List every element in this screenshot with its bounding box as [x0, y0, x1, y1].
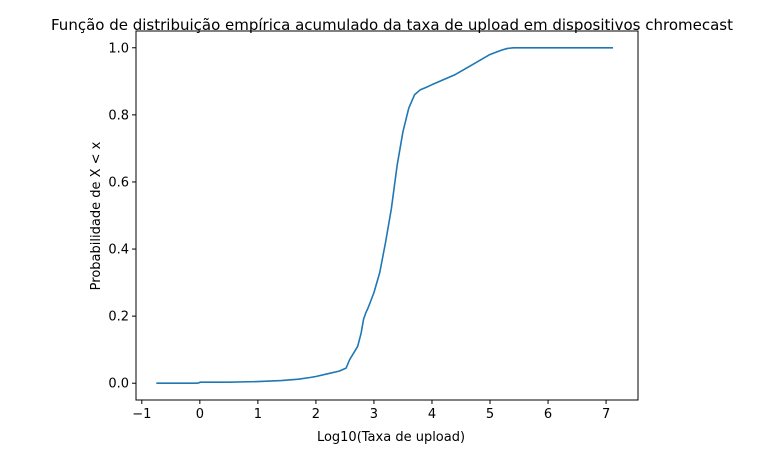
x-tick-label: 0 [196, 407, 204, 422]
y-tick-label: 0.0 [108, 377, 129, 392]
x-tick-label: 4 [428, 407, 436, 422]
y-tick-label: 0.8 [108, 108, 129, 123]
x-tick-label: −1 [132, 407, 151, 422]
x-tick-label: 6 [544, 407, 552, 422]
x-tick-label: 1 [254, 407, 262, 422]
plot-frame [135, 30, 639, 401]
y-tick-label: 0.4 [108, 243, 129, 258]
y-tick-label: 0.6 [108, 175, 129, 190]
x-axis-label: Log10(Taxa de upload) [317, 430, 465, 445]
y-tick-label: 0.2 [108, 310, 129, 325]
x-tick-label: 7 [602, 407, 610, 422]
y-axis-label: Probabilidade de X < x [89, 141, 104, 290]
x-tick-label: 3 [370, 407, 378, 422]
series-line-0 [156, 46, 614, 385]
y-tick-label: 1.0 [108, 41, 129, 56]
chart-title: Função de distribuição empírica acumulad… [51, 16, 733, 34]
x-tick-label: 2 [312, 407, 320, 422]
x-tick-label: 5 [486, 407, 494, 422]
plot-area: −1 0 1 2 3 4 5 6 7 0.0 0.2 0.4 0.6 0.8 1.0 [108, 30, 639, 422]
